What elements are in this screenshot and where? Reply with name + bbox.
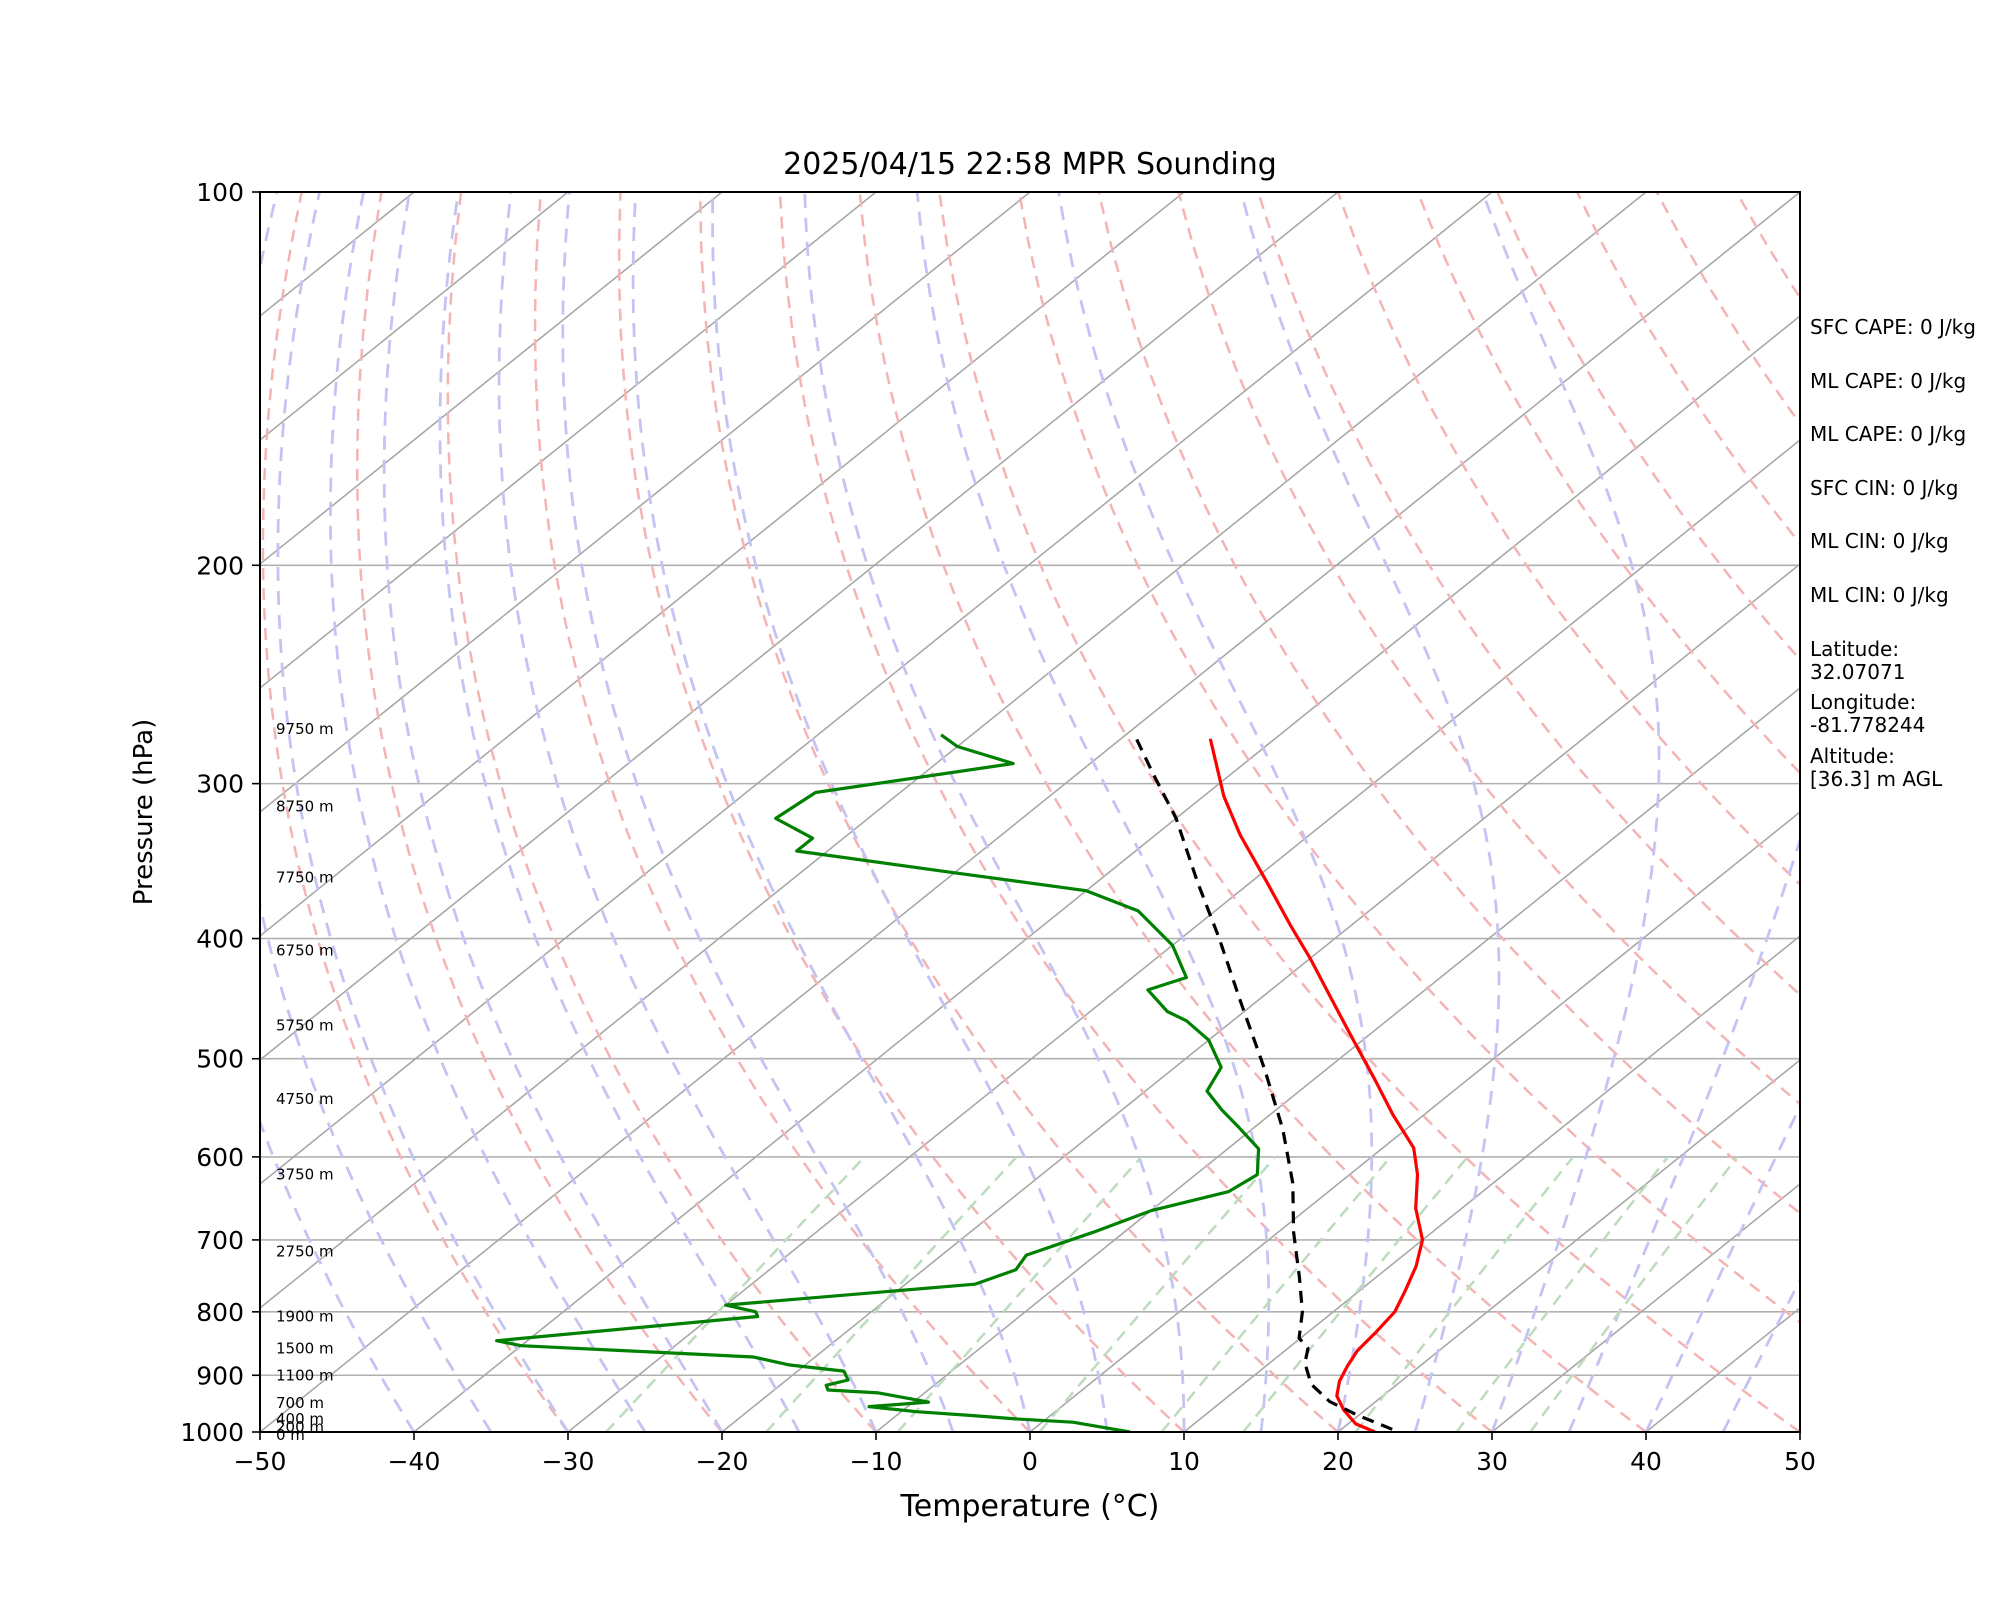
y-tick-label: 1000 — [180, 1418, 244, 1447]
info-panel-line: ML CIN: 0 J/kg — [1810, 584, 1949, 607]
info-panel-item: ML CIN: 0 J/kg — [1810, 530, 1949, 553]
y-tick-label: 200 — [196, 551, 244, 580]
height-label: 1500 m — [276, 1339, 334, 1357]
info-panel-line: Altitude: — [1810, 745, 1942, 768]
x-tick-label: −20 — [696, 1447, 749, 1476]
moist-adiabat-line — [563, 192, 953, 1432]
info-panel-line: ML CIN: 0 J/kg — [1810, 530, 1949, 553]
y-tick-label: 500 — [196, 1045, 244, 1074]
info-panel-line: -81.778244 — [1810, 714, 1925, 737]
x-tick-label: 50 — [1784, 1447, 1816, 1476]
info-panel-line: Latitude: — [1810, 638, 1905, 661]
mixing-ratio-line — [1530, 1157, 1737, 1432]
dry-adiabat-line — [619, 192, 1184, 1432]
dry-adiabat-line — [700, 192, 1338, 1432]
mixing-ratio-line — [1457, 1157, 1668, 1432]
dewpoint-profile — [497, 735, 1259, 1432]
moist-adiabat-line — [384, 192, 722, 1432]
isotherm-line — [722, 192, 2000, 1432]
isotherm-line — [0, 192, 106, 1432]
info-panel-item: ML CAPE: 0 J/kg — [1810, 423, 1966, 446]
dry-adiabat-line — [357, 192, 722, 1432]
info-panel-line: SFC CIN: 0 J/kg — [1810, 477, 1958, 500]
height-label: 1100 m — [276, 1366, 334, 1384]
height-label: 2750 m — [276, 1242, 334, 1260]
x-tick-label: 20 — [1322, 1447, 1354, 1476]
x-tick-label: −40 — [388, 1447, 441, 1476]
moist-adiabat-line — [1059, 192, 1372, 1432]
moist-adiabat-line — [805, 192, 1184, 1432]
moist-adiabat-line — [499, 192, 876, 1432]
parcel-profile — [1136, 739, 1392, 1430]
moist-adiabat-line — [917, 192, 1268, 1432]
y-tick-label: 900 — [196, 1361, 244, 1390]
chart-title: 2025/04/15 22:58 MPR Sounding — [783, 147, 1277, 182]
info-panel-line: ML CAPE: 0 J/kg — [1810, 423, 1966, 446]
y-tick-label: 400 — [196, 925, 244, 954]
moist-adiabat-line — [226, 192, 491, 1432]
x-tick-label: −50 — [234, 1447, 287, 1476]
info-panel-item: SFC CAPE: 0 J/kg — [1810, 316, 1976, 339]
info-panel-line: 32.07071 — [1810, 661, 1905, 684]
y-tick-label: 800 — [196, 1298, 244, 1327]
height-label: 1900 m — [276, 1308, 334, 1326]
dry-adiabat-line — [1976, 192, 2000, 1432]
height-label: 5750 m — [276, 1016, 334, 1034]
mixing-ratio-line — [1040, 1157, 1276, 1432]
isotherm-line — [0, 192, 1184, 1432]
x-tick-label: −10 — [850, 1447, 903, 1476]
y-axis-label: Pressure (hPa) — [129, 719, 159, 906]
y-tick-label: 300 — [196, 770, 244, 799]
info-panel-line: ML CAPE: 0 J/kg — [1810, 370, 1966, 393]
y-tick-label: 100 — [196, 178, 244, 207]
y-tick-label: 700 — [196, 1226, 244, 1255]
info-panel-item: Altitude:[36.3] m AGL — [1810, 745, 1942, 791]
dry-adiabat-line — [860, 192, 1646, 1432]
x-tick-label: 10 — [1168, 1447, 1200, 1476]
x-axis-label: Temperature (°C) — [900, 1489, 1160, 1524]
moist-adiabat-line — [713, 192, 1108, 1432]
x-tick-label: 30 — [1476, 1447, 1508, 1476]
moist-adiabat-line — [1241, 192, 1499, 1432]
info-panel-line: Longitude: — [1810, 691, 1925, 714]
mixing-ratio-line — [898, 1157, 1142, 1432]
info-panel-item: SFC CIN: 0 J/kg — [1810, 477, 1958, 500]
x-tick-label: −30 — [542, 1447, 595, 1476]
info-panel-line: SFC CAPE: 0 J/kg — [1810, 316, 1976, 339]
height-label: 4750 m — [276, 1090, 334, 1108]
info-panel-item: ML CAPE: 0 J/kg — [1810, 370, 1966, 393]
height-label: 7750 m — [276, 868, 334, 886]
temperature-profile — [1210, 739, 1422, 1432]
info-panel-item: ML CIN: 0 J/kg — [1810, 584, 1949, 607]
mixing-ratio-line — [606, 1157, 865, 1432]
height-label: 6750 m — [276, 942, 334, 960]
moist-adiabat-line — [331, 192, 646, 1432]
info-panel-line: [36.3] m AGL — [1810, 768, 1942, 791]
height-label: 9750 m — [276, 720, 334, 738]
x-tick-label: 40 — [1630, 1447, 1662, 1476]
height-label: 8750 m — [276, 797, 334, 815]
moist-adiabat-line — [633, 192, 1030, 1432]
x-tick-label: 0 — [1022, 1447, 1038, 1476]
height-label: 3750 m — [276, 1166, 334, 1184]
height-label: 0 m — [276, 1426, 305, 1444]
dry-adiabat-line — [448, 192, 876, 1432]
info-panel-item: Latitude:32.07071 — [1810, 638, 1905, 684]
dry-adiabat-line — [939, 192, 1800, 1432]
y-tick-label: 600 — [196, 1143, 244, 1172]
moist-adiabat-line — [1483, 192, 1660, 1432]
info-panel-item: Longitude:-81.778244 — [1810, 691, 1925, 737]
